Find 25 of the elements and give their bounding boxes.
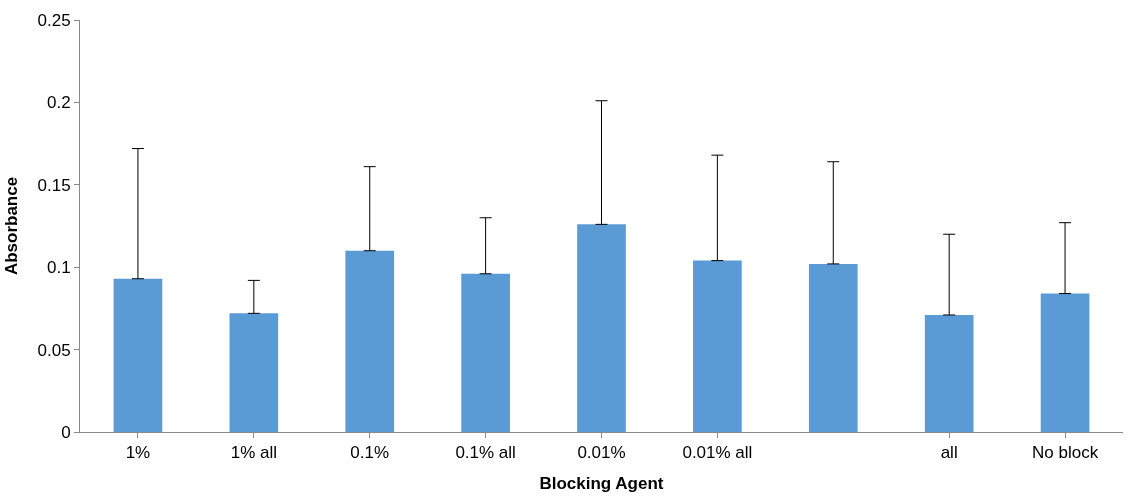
- bar: [229, 313, 279, 432]
- x-tick-label: 1% all: [230, 443, 277, 463]
- x-axis-title: Blocking Agent: [539, 473, 664, 493]
- x-tick-label: No block: [1031, 443, 1099, 463]
- y-tick-label: 0.15: [37, 175, 71, 195]
- y-tick-label: 0.1: [46, 258, 71, 278]
- x-tick-label: 0.01%: [577, 443, 626, 463]
- bar: [693, 260, 742, 432]
- y-tick-label: 0: [61, 422, 71, 442]
- y-tick-label: 0.2: [46, 93, 71, 113]
- y-tick-label: 0.05: [37, 340, 71, 360]
- bar: [808, 263, 858, 432]
- y-tick-label: 0.25: [37, 10, 71, 30]
- bar: [345, 250, 395, 432]
- x-tick-label: 1%: [125, 443, 151, 463]
- y-axis-title: Absorbance: [2, 176, 22, 276]
- bar: [461, 273, 510, 432]
- bar: [113, 278, 163, 432]
- bar: [924, 314, 974, 432]
- x-tick-label: 0.1% all: [455, 443, 516, 463]
- x-tick-label: 0.1%: [350, 443, 390, 463]
- x-tick-label: 0.01% all: [682, 443, 753, 463]
- bar: [577, 224, 626, 432]
- x-tick-label: all: [940, 443, 958, 463]
- bar: [1040, 293, 1090, 432]
